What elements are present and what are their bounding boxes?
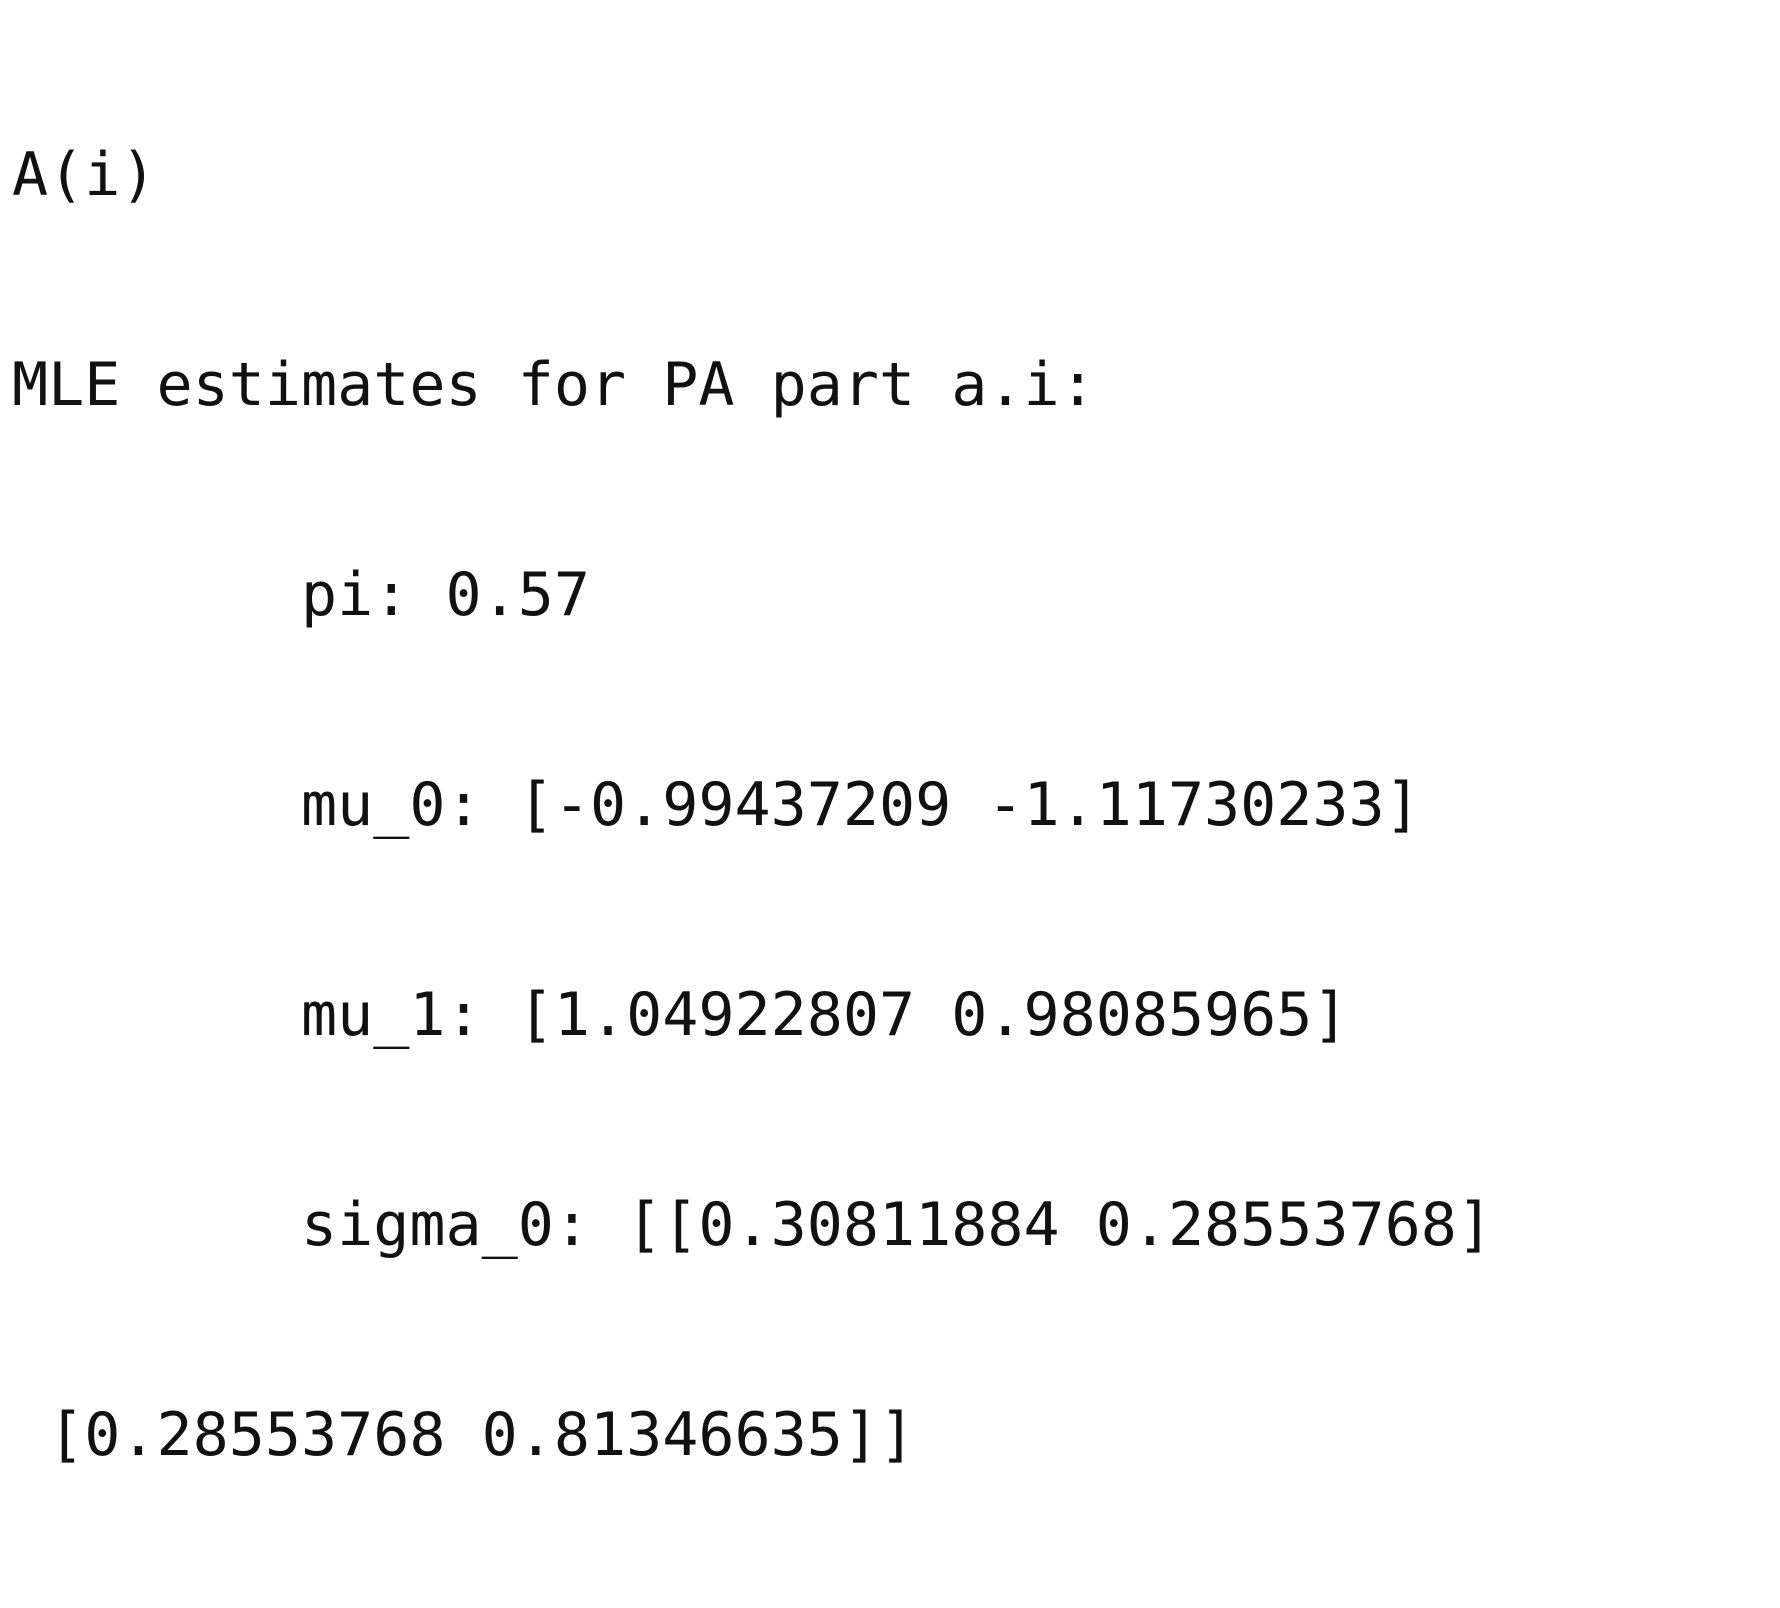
output-line-mu-1: mu_1: [1.04922807 0.98085965] <box>12 980 1349 1050</box>
output-line-pi: pi: 0.57 <box>12 560 590 630</box>
output-line-section-label: A(i) <box>12 140 157 210</box>
output-line-mu-0: mu_0: [-0.99437209 -1.11730233] <box>12 770 1421 840</box>
output-line-heading: MLE estimates for PA part a.i: <box>12 350 1096 420</box>
console-output: A(i) MLE estimates for PA part a.i: pi: … <box>12 0 1772 1470</box>
output-line-sigma-0-row-2: [0.28553768 0.81346635]] <box>12 1400 916 1470</box>
output-line-sigma-0-row-1: sigma_0: [[0.30811884 0.28553768] <box>12 1190 1494 1260</box>
